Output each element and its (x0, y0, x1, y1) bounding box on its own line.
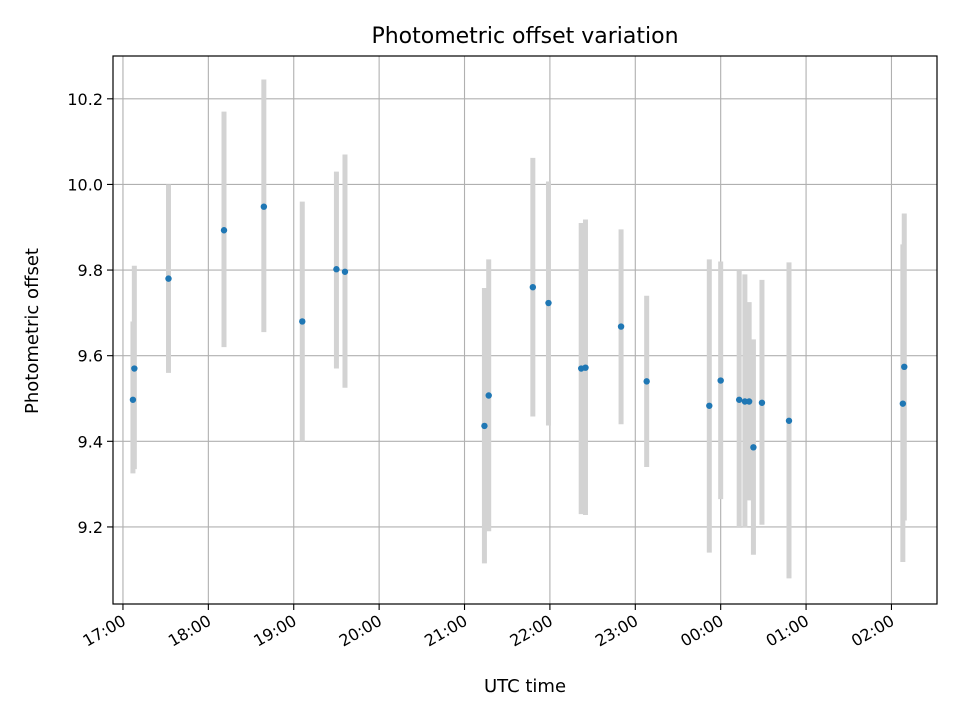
x-tick-label: 23:00 (592, 611, 641, 651)
data-point (899, 400, 907, 407)
x-tick-label: 21:00 (421, 611, 470, 651)
data-point (735, 396, 743, 403)
data-point (582, 364, 589, 371)
data-point (545, 299, 552, 307)
y-tick-label: 10.2 (67, 90, 103, 109)
data-point (745, 398, 753, 405)
data-point (220, 227, 228, 234)
point-layer (129, 203, 908, 451)
x-tick-label: 17:00 (80, 611, 129, 651)
data-point (717, 377, 724, 384)
x-axis-ticks: 17:00 18:00 19:00 20:00 21:00 22:00 23:00 00:00… (80, 604, 897, 651)
data-point (129, 396, 137, 403)
x-axis-label: UTC time (484, 676, 566, 697)
data-point (333, 266, 340, 273)
y-tick-label: 9.8 (78, 261, 103, 280)
data-point (165, 275, 172, 282)
y-tick-label: 9.2 (78, 518, 103, 537)
data-point (299, 318, 306, 325)
grid-layer (113, 56, 937, 604)
x-tick-label: 22:00 (506, 611, 555, 651)
y-tick-label: 9.4 (78, 432, 103, 451)
x-tick-label: 01:00 (763, 611, 812, 651)
data-point (901, 363, 908, 371)
x-tick-label: 18:00 (165, 611, 214, 651)
x-tick-label: 20:00 (336, 611, 385, 651)
data-point (758, 399, 766, 406)
data-point (706, 402, 713, 409)
y-axis-ticks: 9.2 9.4 9.6 9.8 10.0 10.2 (67, 90, 113, 537)
data-point (485, 392, 492, 399)
y-tick-label: 10.0 (67, 175, 103, 194)
x-tick-label: 02:00 (848, 611, 897, 651)
y-axis-label: Photometric offset (22, 248, 43, 414)
data-point (481, 422, 488, 430)
errorbar-layer (130, 79, 907, 579)
data-point (785, 417, 793, 424)
data-point (341, 268, 349, 275)
data-point (617, 323, 625, 330)
chart-title: Photometric offset variation (371, 24, 678, 49)
data-point (750, 444, 757, 451)
plot-frame (112, 55, 938, 605)
data-point (643, 378, 650, 385)
x-tick-label: 19:00 (250, 611, 299, 651)
y-tick-label: 9.6 (78, 347, 103, 366)
data-point (131, 365, 138, 372)
x-tick-label: 00:00 (677, 611, 726, 651)
data-point (260, 203, 268, 210)
data-point (529, 283, 537, 291)
